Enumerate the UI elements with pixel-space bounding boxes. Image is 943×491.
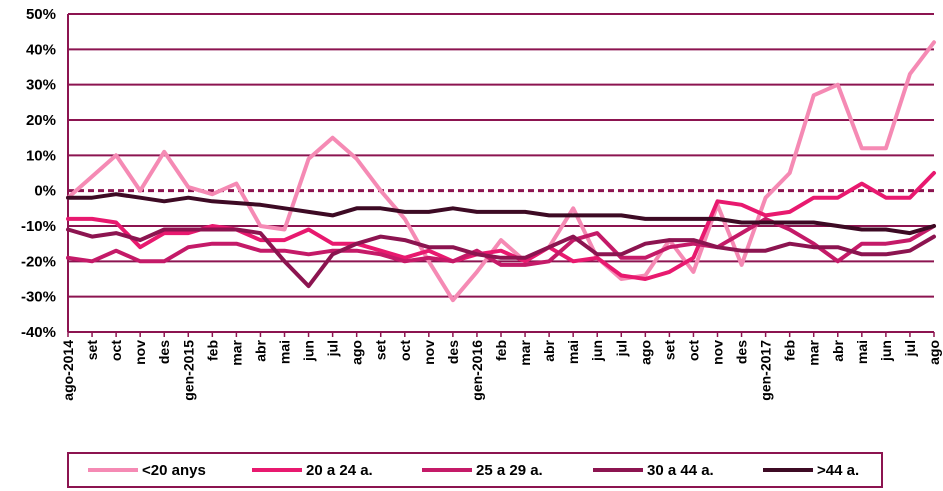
series-lines (66, 40, 936, 303)
axes (67, 14, 935, 337)
x-tick-label: abr (830, 339, 846, 361)
x-tick-label: oct (685, 340, 701, 361)
x-tick-label: jul (325, 340, 341, 357)
legend-label-3: 30 a 44 a. (647, 462, 714, 479)
x-tick-label: ago (926, 340, 942, 365)
series-line-4 (66, 192, 936, 236)
y-tick-label: 10% (26, 147, 56, 164)
x-tick-label: feb (204, 340, 220, 361)
x-tick-label: ago-2014 (60, 340, 76, 401)
x-tick-label: feb (493, 340, 509, 361)
x-tick-label: jul (902, 340, 918, 357)
x-tick-label: ago (637, 340, 653, 365)
series-line-3 (66, 227, 936, 289)
legend-label-2: 25 a 29 a. (476, 462, 543, 479)
x-tick-label: set (661, 340, 677, 361)
legend: <20 anys 20 a 24 a. 25 a 29 a. 30 a 44 a. >4… (67, 452, 883, 488)
x-tick-label: mar (517, 339, 533, 365)
y-tick-label: 30% (26, 77, 56, 94)
x-tick-label: mai (854, 340, 870, 364)
x-tick-label: jun (301, 340, 317, 362)
x-tick-label: abr (541, 339, 557, 361)
x-tick-label: gen-2017 (758, 340, 774, 401)
x-tick-label: nov (710, 340, 726, 365)
x-tick-label: des (445, 340, 461, 364)
series-line-2 (66, 216, 936, 267)
x-tick-label: ago (349, 340, 365, 365)
y-tick-label: 50% (26, 6, 56, 23)
x-tick-label: abr (252, 339, 268, 361)
y-tick-label: 40% (26, 41, 56, 58)
legend-label-1: 20 a 24 a. (306, 462, 373, 479)
x-tick-label: mai (277, 340, 293, 364)
x-tick-label: mai (565, 340, 581, 364)
y-tick-label: -20% (21, 253, 56, 270)
x-tick-label: gen-2015 (180, 340, 196, 401)
y-tick-label: -40% (21, 324, 56, 341)
x-tick-label: nov (421, 340, 437, 365)
y-tick-label: -30% (21, 289, 56, 306)
x-tick-label: nov (132, 340, 148, 365)
x-tick-label: jul (613, 340, 629, 357)
series-line-1 (66, 171, 936, 281)
x-tick-label: jun (878, 340, 894, 362)
x-tick-label: jun (589, 340, 605, 362)
y-tick-label: -10% (21, 218, 56, 235)
x-tick-label: oct (397, 340, 413, 361)
y-tick-label: 20% (26, 112, 56, 129)
x-tick-label: des (734, 340, 750, 364)
x-tick-label: gen-2016 (469, 340, 485, 401)
legend-label-4: >44 a. (817, 462, 859, 479)
y-tick-labels: -40% -30% -20% -10% 0% 10% 20% 30% 40% 50% (21, 6, 56, 341)
x-tick-label: feb (782, 340, 798, 361)
x-tick-label: mar (806, 339, 822, 365)
x-tick-label: set (84, 340, 100, 361)
legend-label-0: <20 anys (142, 462, 206, 479)
x-tick-label: set (373, 340, 389, 361)
y-tick-label: 0% (34, 183, 56, 200)
x-tick-label: oct (108, 340, 124, 361)
x-tick-label: des (156, 340, 172, 364)
x-tick-labels: ago-2014 set oct nov des gen-2015 feb mar abr mai… (60, 339, 942, 400)
legend-box (67, 452, 883, 488)
series-line-0 (66, 40, 936, 303)
gridlines (68, 13, 934, 333)
x-tick-label: mar (228, 339, 244, 365)
